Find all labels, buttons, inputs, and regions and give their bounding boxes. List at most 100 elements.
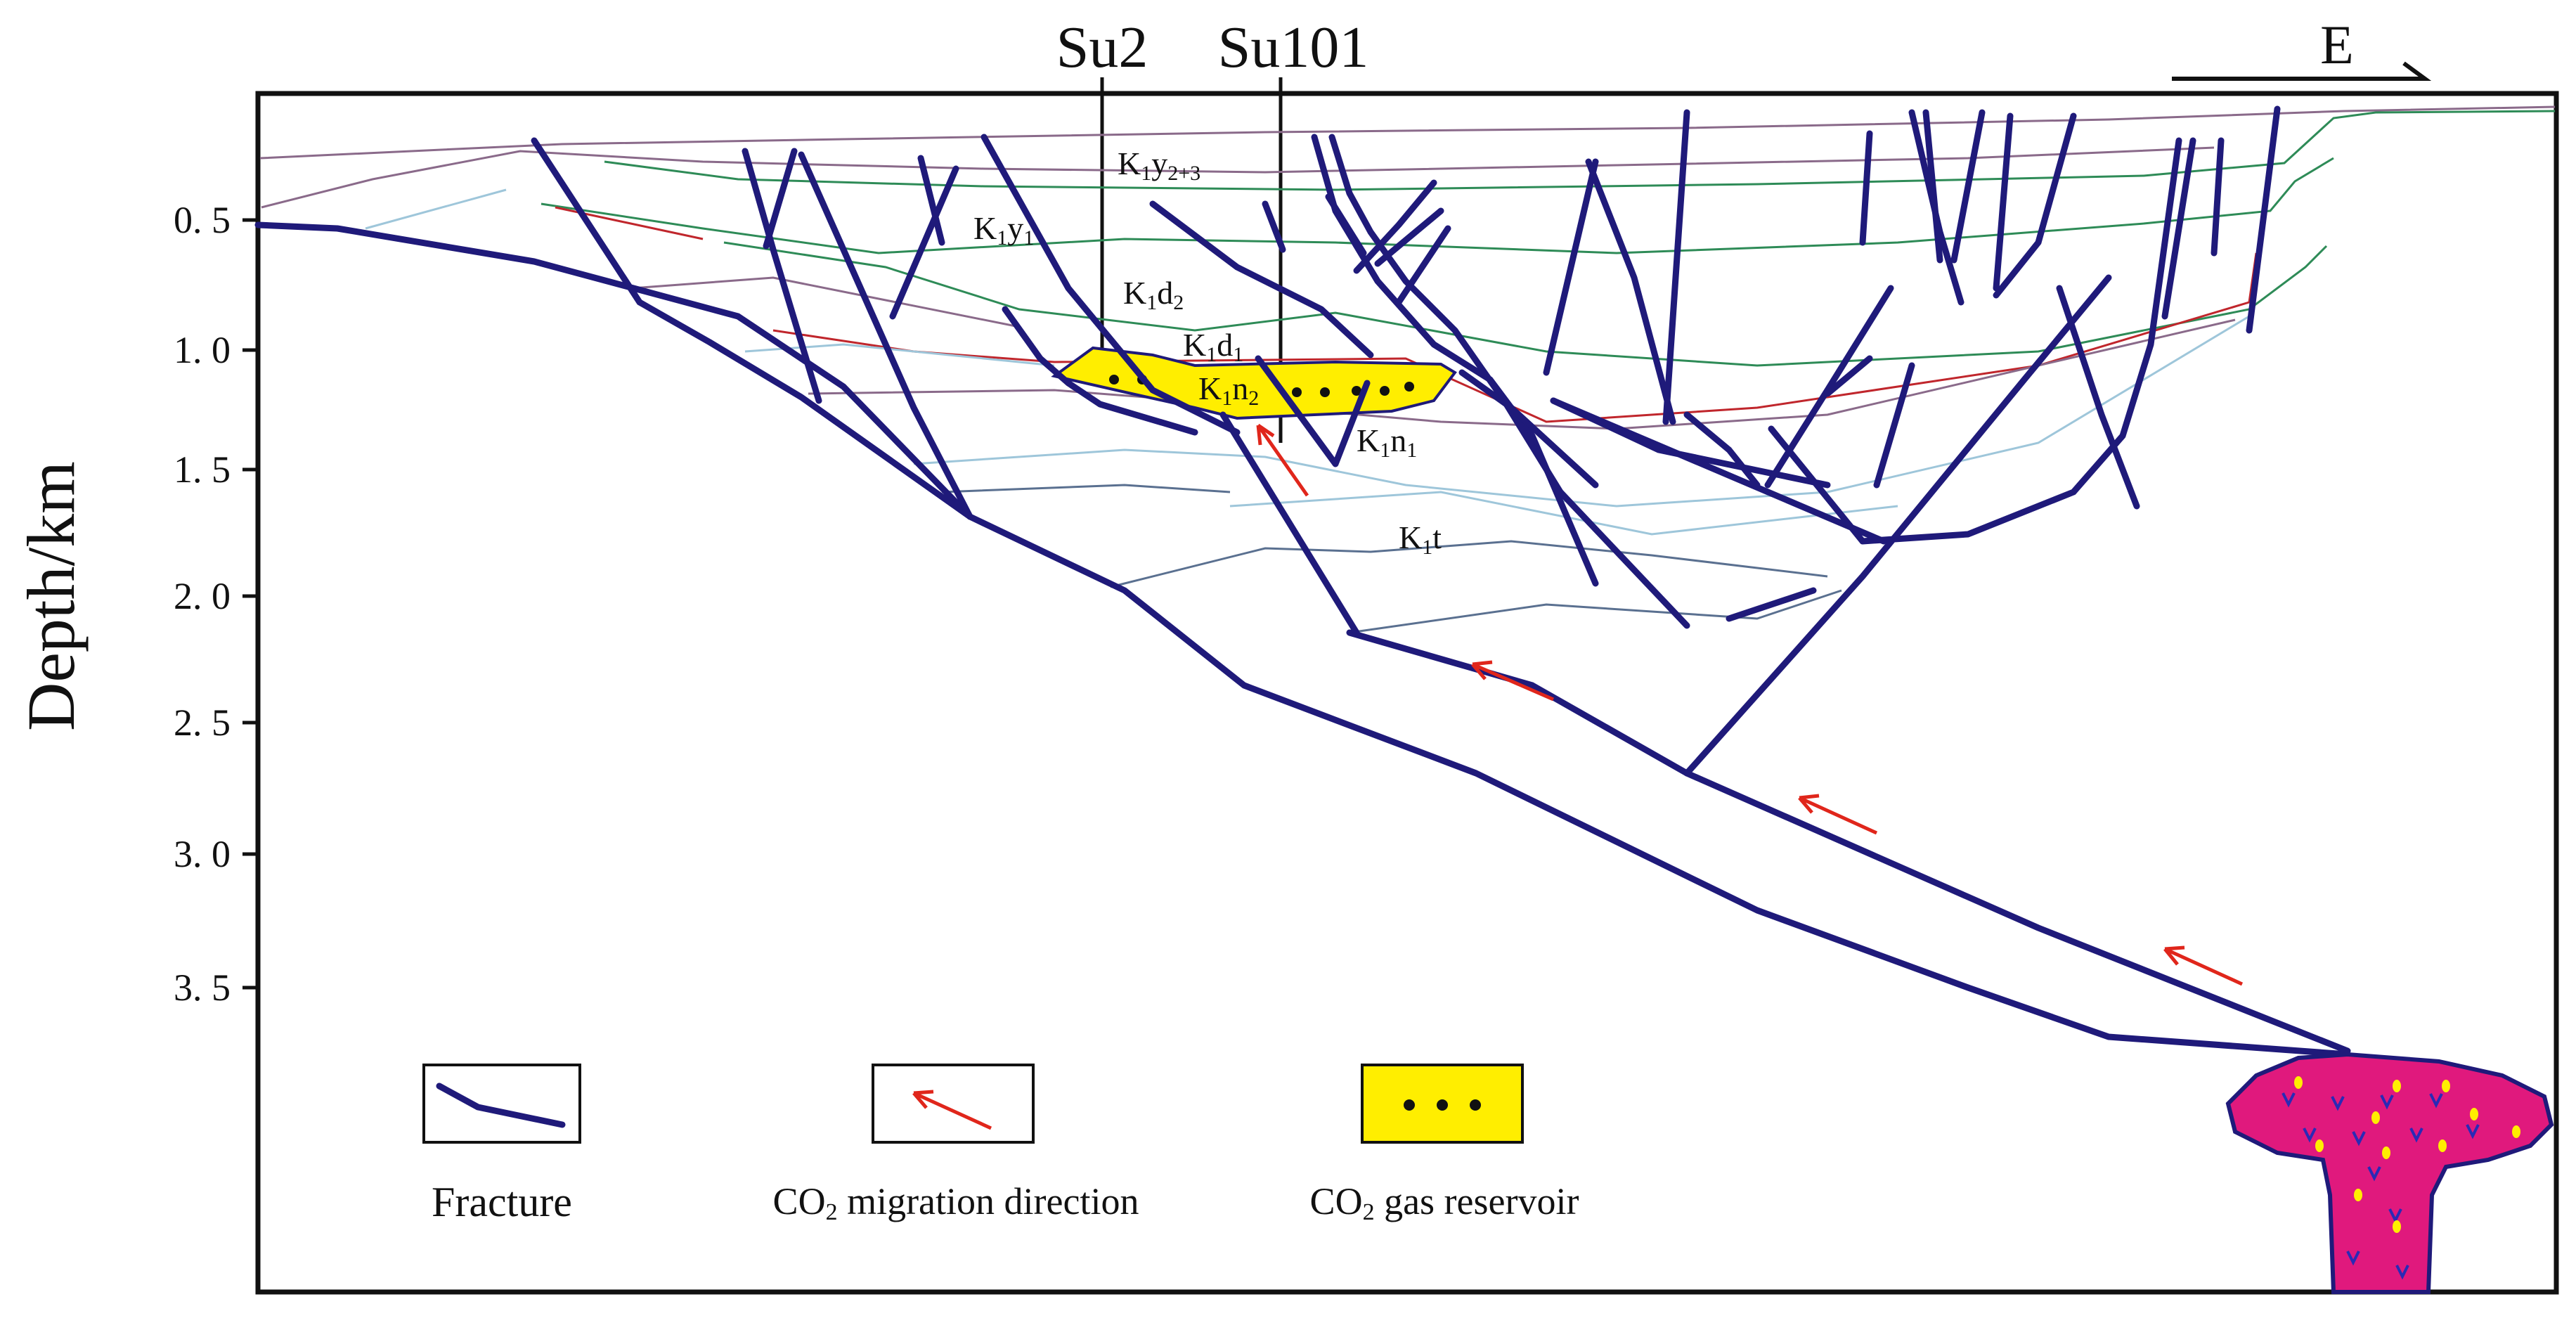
strata-label-k1y23: K1y2+3 <box>1118 146 1200 185</box>
magma-dot <box>2442 1080 2450 1092</box>
fracture-su101-1 <box>1149 200 1374 358</box>
fracture-west-2 <box>742 148 822 404</box>
magma-dot <box>2438 1139 2447 1152</box>
magma-dot <box>2393 1080 2401 1092</box>
strata-label-k1t: K1t <box>1399 519 1442 559</box>
migration-arrow-icon <box>1471 660 1554 702</box>
well-label-su2: Su2 <box>1056 15 1148 80</box>
magma-v-mark <box>2281 1092 2296 1108</box>
gas-reservoir-swatch-icon <box>1361 1064 1524 1144</box>
migration-arrow-icon <box>912 1090 992 1130</box>
legend: Fracture CO2 migration direction CO2 gas… <box>422 1064 1579 1225</box>
magma-dot <box>2512 1125 2520 1138</box>
magma-v-mark <box>2346 1251 2360 1266</box>
fracture-east-16 <box>2056 285 2140 510</box>
migration-arrow-icon <box>2163 945 2244 986</box>
horizon-lightblue-n1 <box>913 315 2250 508</box>
y-axis: 0. 5 1. 0 1. 5 2. 0 2. 5 3. 0 3. 5 <box>174 199 258 1009</box>
horizon-green-upper <box>604 110 2556 191</box>
magma-dots <box>2294 1076 2520 1233</box>
reservoir-dot <box>1320 387 1330 397</box>
fracture-east-7 <box>1824 355 1873 397</box>
magma-v-mark <box>2388 1208 2402 1224</box>
fracture-centre-5 <box>1374 207 1444 267</box>
fracture-east-3 <box>1662 109 1690 425</box>
fracture-east-1 <box>1543 158 1599 376</box>
legend-migration-label: CO2 migration direction <box>773 1180 1139 1225</box>
fracture-centre-4 <box>1353 179 1437 274</box>
magma-v-marks <box>2281 1092 2480 1280</box>
y-tick-label: 1. 0 <box>174 329 231 371</box>
reservoir-dot <box>1109 375 1119 385</box>
y-tick-label: 0. 5 <box>174 199 231 241</box>
fracture-east-19 <box>2246 105 2281 334</box>
fracture-master <box>1346 629 2351 1054</box>
magma-v-mark <box>2395 1265 2409 1280</box>
magma-v-mark <box>2352 1131 2366 1146</box>
migration-arrow-icon <box>1256 423 1309 497</box>
horizon-lightblue-d <box>744 343 1055 367</box>
section-frame <box>255 91 2559 1295</box>
magma-dot <box>2315 1139 2324 1152</box>
fracture-centre-6 <box>1395 225 1451 306</box>
fracture-nw-2 <box>1726 587 1817 622</box>
direction-arrow-icon: E <box>2172 14 2432 81</box>
reservoir-dot <box>1404 382 1414 392</box>
magma-dot <box>2371 1111 2380 1124</box>
horizon-steel-t <box>1110 540 1828 588</box>
fracture-east-18 <box>2211 137 2225 257</box>
fracture-east-9 <box>1859 130 1873 246</box>
fracture-east-12 <box>1950 109 1986 264</box>
magma-dot <box>2294 1076 2303 1089</box>
reservoir-dot <box>1352 386 1361 396</box>
reservoir-dot <box>1380 386 1390 396</box>
horizon-lightblue <box>365 188 507 230</box>
legend-fracture-box <box>422 1064 581 1144</box>
horizon-purple <box>261 146 2215 209</box>
horizon-purple-mid <box>632 276 1020 328</box>
fracture-west-4 <box>798 151 973 520</box>
fracture-east-8 <box>1873 362 1915 489</box>
magma-outline <box>2225 1052 2554 1294</box>
fracture-east-13 <box>1993 112 2014 292</box>
strata-label-k1n1: K1n1 <box>1357 422 1417 462</box>
legend-fracture-label: Fracture <box>432 1179 572 1225</box>
fracture-west-3 <box>763 148 798 250</box>
magma-v-mark <box>2303 1128 2317 1143</box>
swatch-dot <box>1404 1099 1415 1111</box>
horizon-steel-lower <box>1349 589 1842 634</box>
migration-arrow-icon <box>1798 794 1878 835</box>
well-label-su101: Su101 <box>1218 15 1369 80</box>
y-tick-label: 3. 0 <box>174 833 231 875</box>
co2-migration-arrows <box>1256 423 2244 986</box>
fracture-west-1 <box>531 137 973 520</box>
magma-v-mark <box>2466 1124 2480 1139</box>
legend-reservoir-label: CO2 gas reservoir <box>1310 1180 1579 1225</box>
y-axis-label: Depth/km <box>13 461 89 731</box>
fracture-centre-3 <box>1325 193 1367 257</box>
fracture-east-14 <box>1993 112 2077 299</box>
magma-dot <box>2354 1189 2362 1201</box>
fracture-centre-7 <box>1458 369 1599 489</box>
fracture-basement <box>254 221 2351 1058</box>
fracture-east-11 <box>1922 109 1943 264</box>
fracture-antithetic <box>1683 274 2112 777</box>
y-tick-label: 2. 0 <box>174 575 231 617</box>
horizon-steel-n1 <box>941 484 1231 493</box>
fracture-su101-2 <box>1262 200 1286 253</box>
horizon-surface <box>259 105 2556 160</box>
fracture-master-upper <box>1219 411 1360 636</box>
fracture-centre-2 <box>1328 134 1690 629</box>
magma-v-mark <box>2331 1096 2345 1111</box>
stratigraphic-horizons <box>259 105 2556 634</box>
swatch-dot <box>1437 1099 1448 1111</box>
strata-label-k1y1: K1y1 <box>973 210 1034 250</box>
strata-label-k1n2: K1n2 <box>1198 370 1259 410</box>
swatch-dot <box>1470 1099 1481 1111</box>
reservoir-dot <box>1292 387 1302 397</box>
horizon-lightblue-t <box>1229 491 1898 536</box>
horizon-green-lower <box>541 157 2334 254</box>
magma-v-mark <box>2429 1093 2443 1109</box>
fracture-east-17 <box>2161 137 2196 320</box>
magma-v-mark <box>2409 1128 2423 1143</box>
